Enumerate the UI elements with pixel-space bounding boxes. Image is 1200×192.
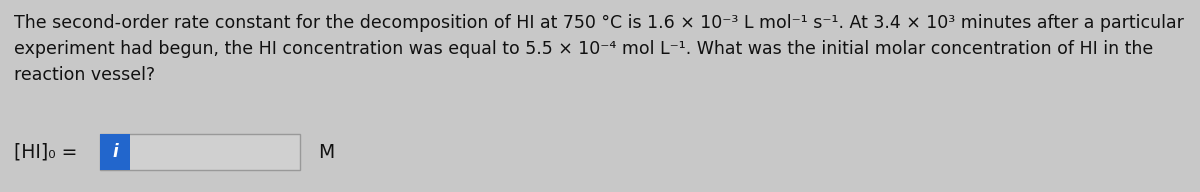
Text: The second-order rate constant for the decomposition of HI at 750 °C is 1.6 × 10: The second-order rate constant for the d…: [14, 14, 1184, 32]
FancyBboxPatch shape: [100, 134, 300, 170]
FancyBboxPatch shape: [100, 134, 130, 170]
Text: reaction vessel?: reaction vessel?: [14, 66, 155, 84]
Text: experiment had begun, the HI concentration was equal to 5.5 × 10⁻⁴ mol L⁻¹. What: experiment had begun, the HI concentrati…: [14, 40, 1153, 58]
Text: i: i: [112, 143, 118, 161]
Text: [HI]₀ =: [HI]₀ =: [14, 142, 77, 161]
Text: M: M: [318, 142, 335, 161]
